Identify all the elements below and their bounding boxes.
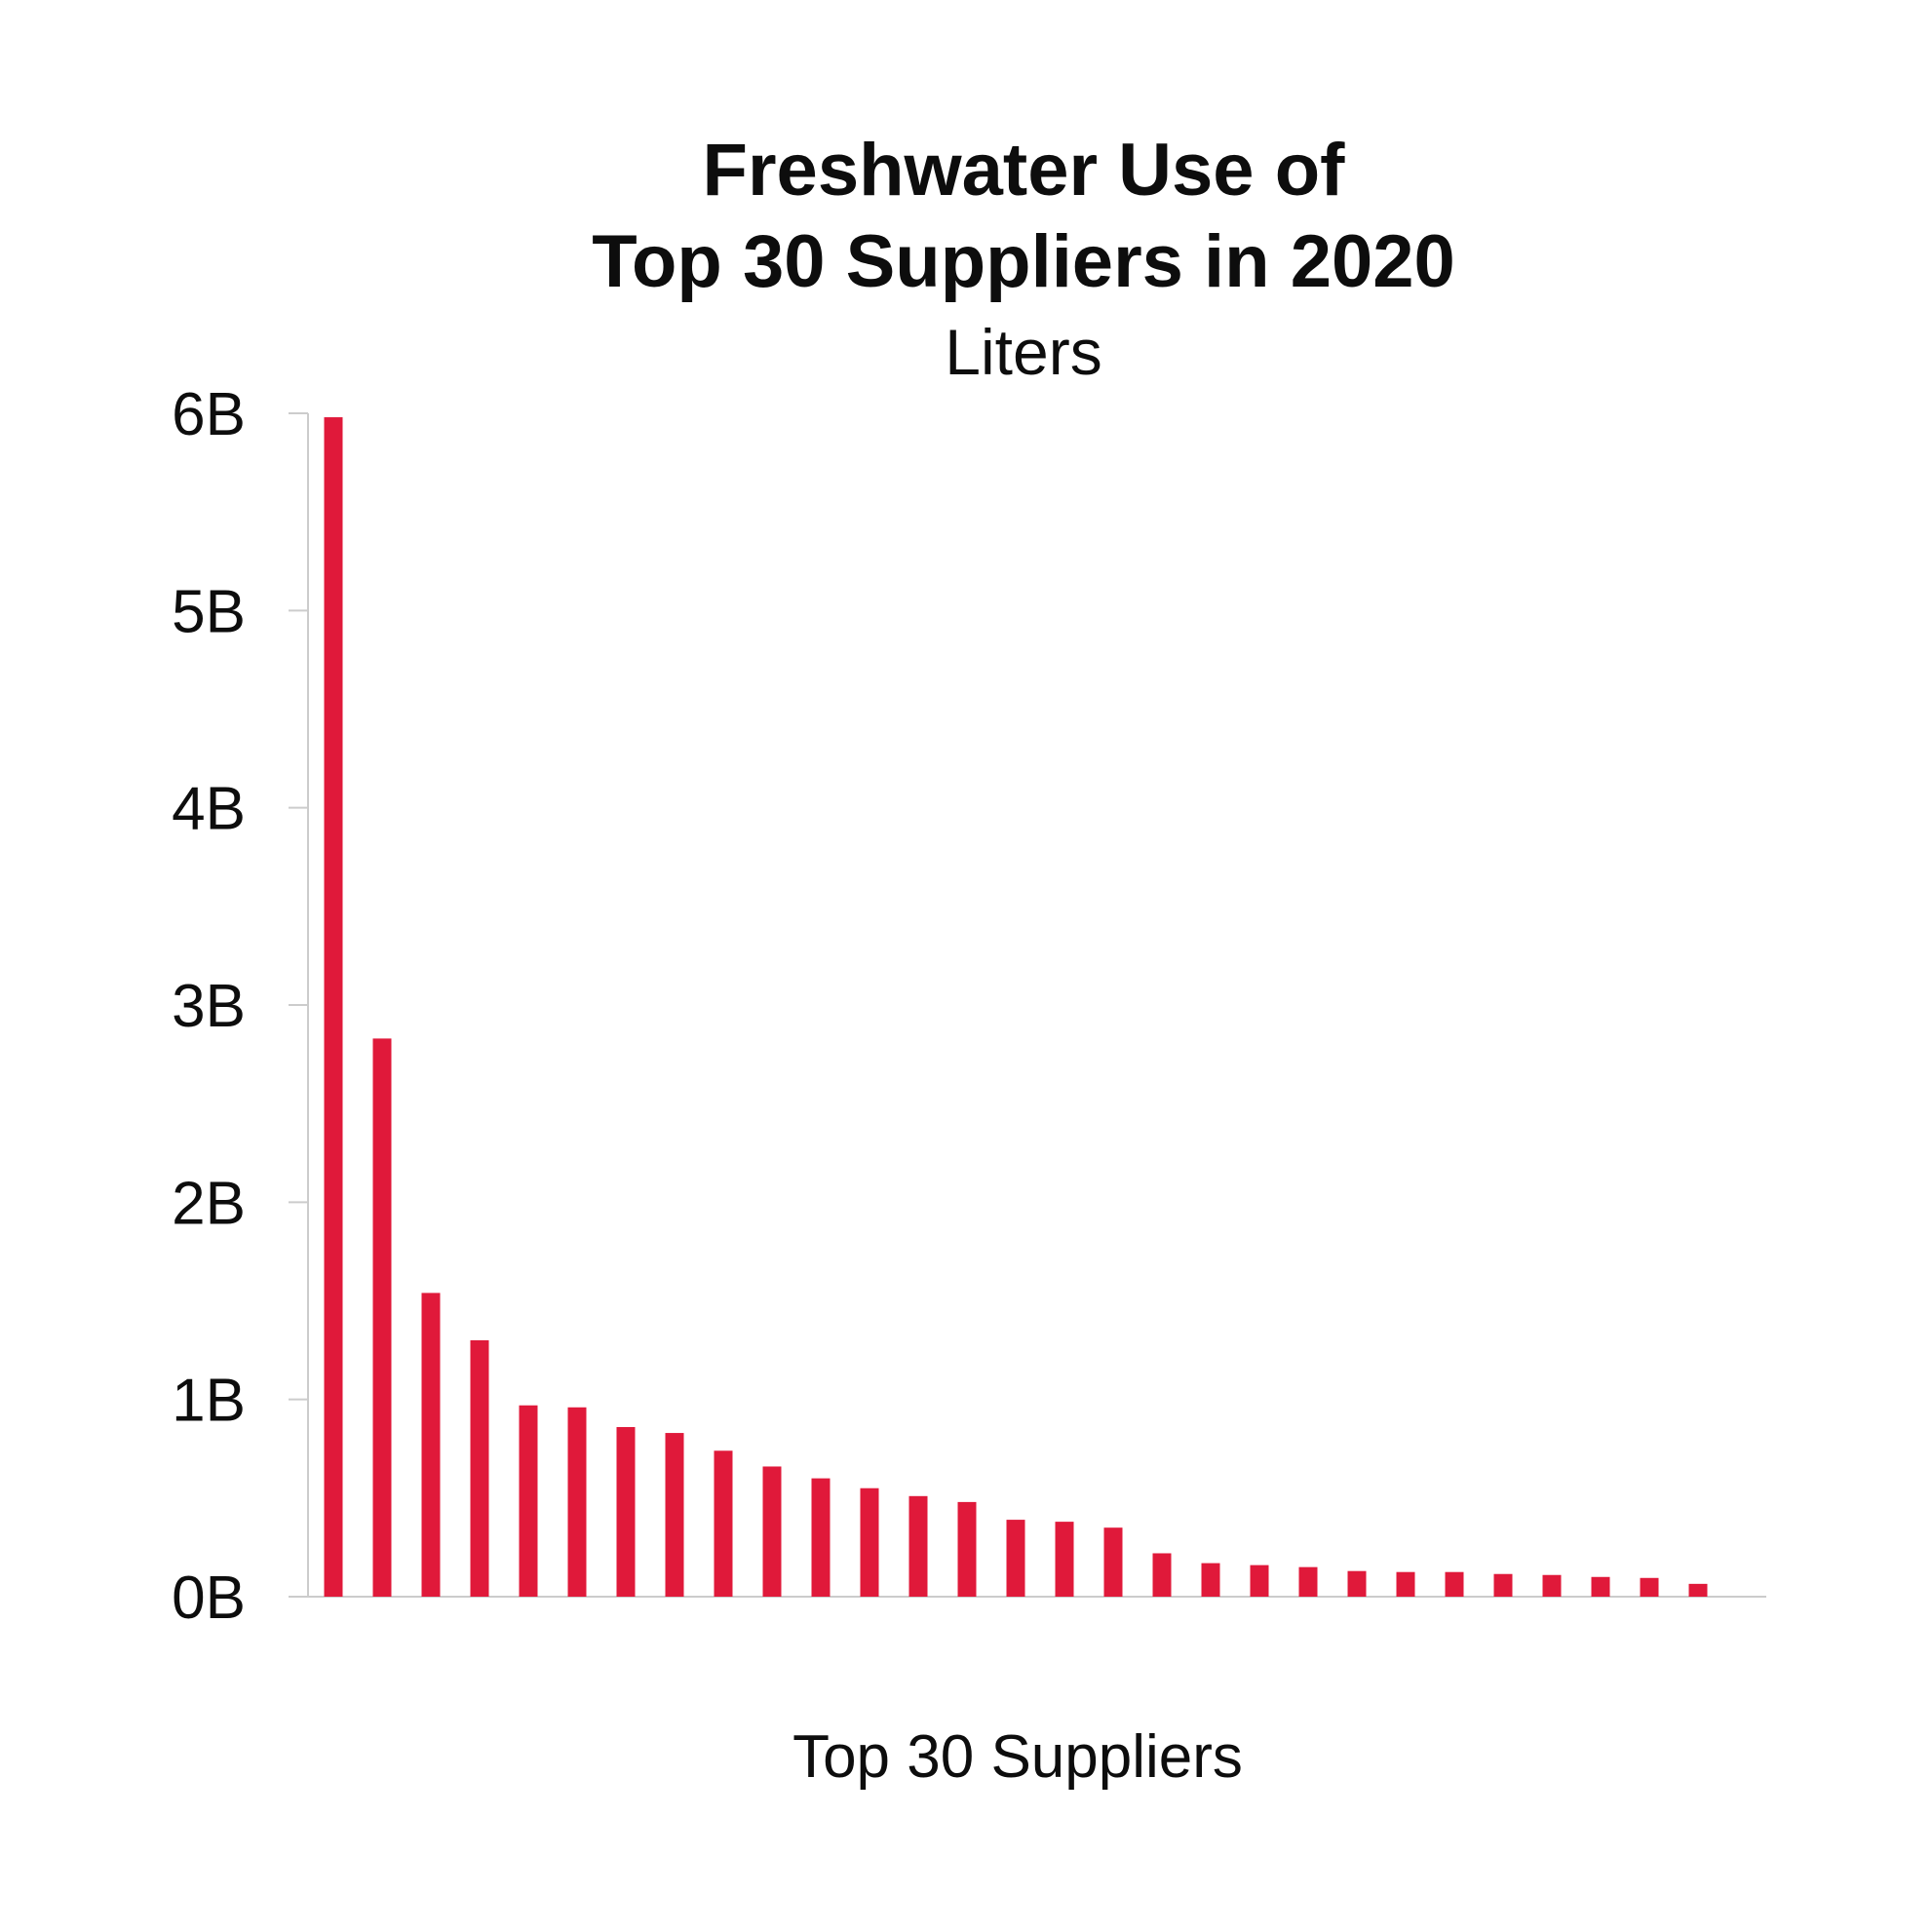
bar [1055, 1522, 1074, 1597]
y-tick-label: 0B [172, 1565, 246, 1632]
bar [811, 1478, 831, 1597]
bar [1201, 1563, 1220, 1597]
y-tick-label: 2B [172, 1170, 246, 1237]
bar [1298, 1566, 1318, 1597]
bar [1396, 1571, 1415, 1597]
bar [1347, 1570, 1367, 1597]
bar [372, 1038, 392, 1597]
bar [957, 1501, 977, 1597]
bar [1591, 1576, 1610, 1597]
bar [1152, 1553, 1172, 1597]
bar [860, 1488, 879, 1597]
bar [1542, 1574, 1562, 1597]
bar [762, 1466, 782, 1597]
bar [1688, 1583, 1708, 1597]
bar [519, 1405, 538, 1597]
bar [567, 1407, 587, 1597]
bar [324, 417, 343, 1598]
bar [1445, 1571, 1464, 1597]
bar [421, 1293, 441, 1597]
y-tick-label: 5B [172, 578, 246, 645]
axes [289, 412, 1766, 1598]
bars [324, 417, 1708, 1598]
bar [1640, 1577, 1659, 1597]
bar [616, 1426, 636, 1597]
bar [714, 1450, 733, 1597]
bar [1493, 1573, 1513, 1597]
bar [908, 1495, 928, 1597]
y-tick-label: 6B [172, 381, 246, 448]
chart-subtitle: Liters [945, 316, 1101, 388]
bar [665, 1433, 684, 1597]
y-tick-label: 1B [172, 1368, 246, 1435]
bar [1103, 1527, 1123, 1597]
bar [1006, 1520, 1025, 1597]
y-tick-label: 4B [172, 776, 246, 843]
bar [470, 1339, 489, 1597]
y-tick-labels: 0B 1B 2B 3B 4B 5B 6B [172, 381, 246, 1632]
bar [1250, 1565, 1269, 1597]
chart-title-line-2: Top 30 Suppliers in 2020 [592, 220, 1455, 303]
x-axis-label: Top 30 Suppliers [792, 1723, 1243, 1791]
y-tick-label: 3B [172, 973, 246, 1040]
chart-title-line-1: Freshwater Use of [703, 129, 1346, 212]
